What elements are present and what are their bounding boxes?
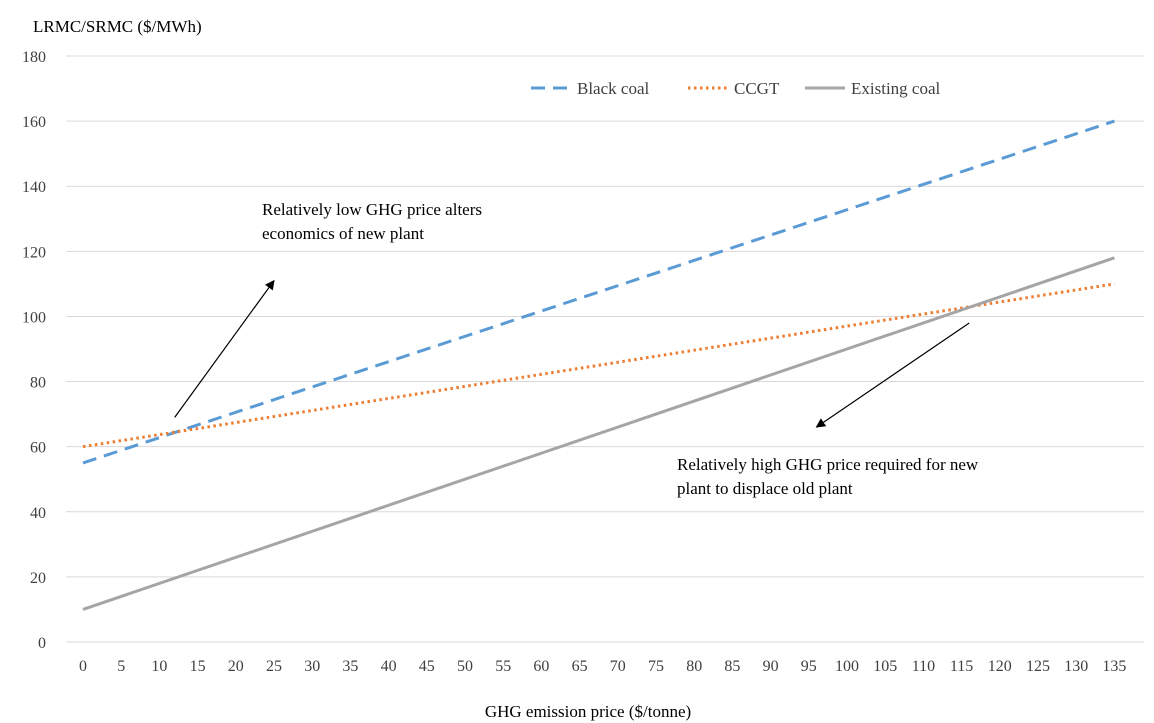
x-tick-label: 120	[988, 658, 1012, 675]
y-tick-label: 0	[38, 635, 46, 652]
y-tick-label: 120	[22, 244, 46, 261]
y-tick-label: 100	[22, 309, 46, 326]
x-tick-label: 10	[151, 658, 167, 675]
x-tick-label: 25	[266, 658, 282, 675]
x-tick-label: 85	[724, 658, 740, 675]
x-tick-label: 50	[457, 658, 473, 675]
y-tick-label: 40	[30, 505, 46, 522]
annotations: Relatively low GHG price alters economics…	[174, 200, 979, 498]
x-tick-label: 65	[572, 658, 588, 675]
y-axis-ticks: 0 20 40 60 80 100 120 140 160 180	[22, 49, 46, 652]
x-tick-label: 5	[117, 658, 125, 675]
annotation-text: plant to displace old plant	[677, 479, 853, 498]
x-tick-label: 110	[912, 658, 935, 675]
x-tick-label: 0	[79, 658, 87, 675]
y-tick-label: 160	[22, 114, 46, 131]
x-tick-label: 80	[686, 658, 702, 675]
legend-label-black-coal: Black coal	[577, 79, 649, 98]
x-tick-label: 30	[304, 658, 320, 675]
annotation-text: Relatively high GHG price required for n…	[677, 455, 979, 474]
y-tick-label: 80	[30, 375, 46, 392]
x-tick-label: 135	[1102, 658, 1126, 675]
y-tick-label: 60	[30, 440, 46, 457]
legend-label-ccgt: CCGT	[734, 79, 780, 98]
x-tick-label: 125	[1026, 658, 1050, 675]
grid-lines	[66, 55, 1144, 643]
x-axis-title: GHG emission price ($/tonne)	[485, 702, 691, 721]
annotation-arrow	[174, 279, 275, 418]
legend-label-existing-coal: Existing coal	[851, 79, 941, 98]
x-axis-ticks: 0 5 10 15 20 25 30 35 40 45 50 55 60 65 70 75 80 85 90 95 10…	[79, 658, 1126, 675]
annotation-text: Relatively low GHG price alters	[262, 200, 482, 219]
x-tick-label: 40	[381, 658, 397, 675]
series-line-black-coal	[82, 119, 1115, 465]
x-tick-label: 95	[801, 658, 817, 675]
x-tick-label: 90	[763, 658, 779, 675]
y-axis-title: LRMC/SRMC ($/MWh)	[33, 17, 202, 36]
series-line-existing-coal	[82, 256, 1115, 611]
series-lines	[82, 119, 1115, 611]
x-tick-label: 20	[228, 658, 244, 675]
annotation-text: economics of new plant	[262, 224, 424, 243]
x-tick-label: 115	[950, 658, 973, 675]
x-tick-label: 130	[1064, 658, 1088, 675]
x-tick-label: 100	[835, 658, 859, 675]
x-tick-label: 75	[648, 658, 664, 675]
annotation-arrow	[815, 322, 970, 428]
x-tick-label: 35	[342, 658, 358, 675]
x-tick-label: 105	[873, 658, 897, 675]
x-tick-label: 60	[533, 658, 549, 675]
x-tick-label: 15	[190, 658, 206, 675]
x-tick-label: 70	[610, 658, 626, 675]
x-tick-label: 45	[419, 658, 435, 675]
y-tick-label: 180	[22, 49, 46, 66]
legend: Black coal CCGT Existing coal	[531, 79, 941, 98]
x-tick-label: 55	[495, 658, 511, 675]
y-tick-label: 140	[22, 179, 46, 196]
series-line-ccgt	[82, 282, 1115, 449]
y-tick-label: 20	[30, 570, 46, 587]
